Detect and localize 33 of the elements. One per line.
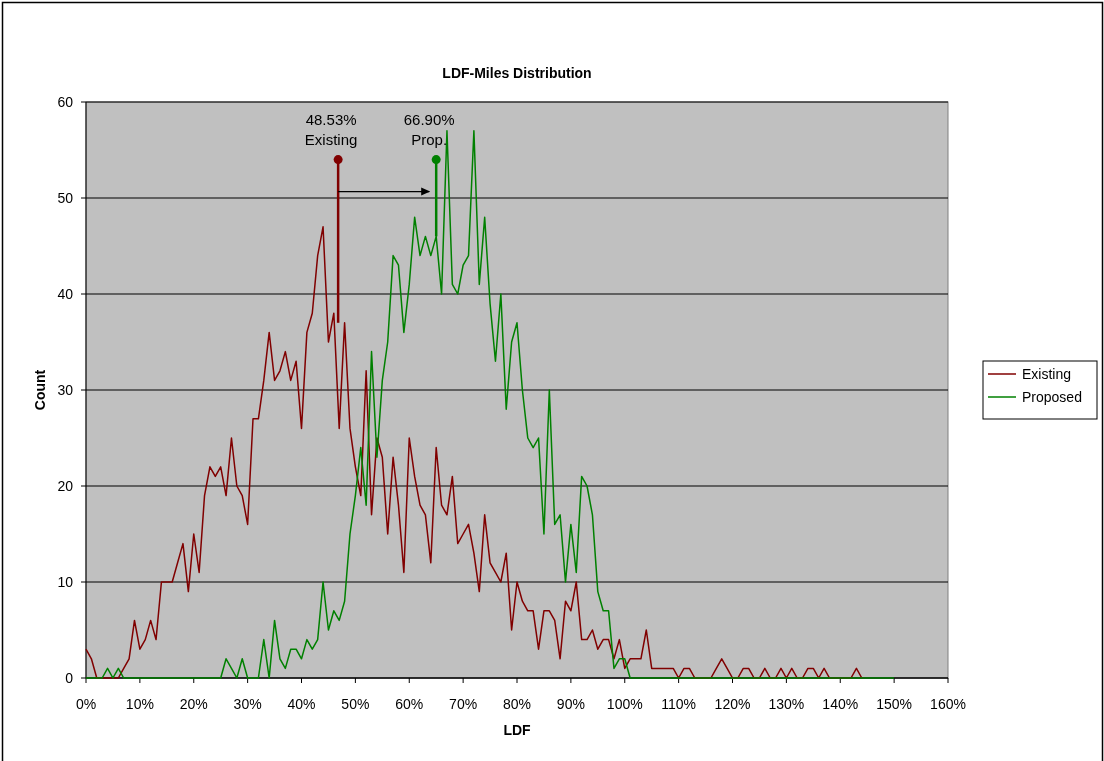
x-tick-label: 30%: [233, 696, 262, 712]
legend-label: Proposed: [1022, 388, 1082, 405]
x-tick-label: 150%: [876, 696, 913, 712]
x-tick-label: 70%: [449, 696, 478, 712]
chart-title: LDF-Miles Distribution: [442, 65, 592, 81]
x-tick-label: 80%: [502, 696, 532, 712]
y-tick-label: 40: [57, 285, 74, 302]
annotation: 66.90% Prop.: [403, 110, 455, 148]
y-tick-label: 0: [65, 669, 74, 686]
annotation: 48.53% Existing: [304, 110, 358, 148]
y-axis-title: Count: [32, 369, 48, 411]
x-tick-label: 50%: [341, 696, 370, 712]
x-tick-label: 0%: [75, 696, 97, 712]
x-tick-label: 160%: [930, 696, 966, 712]
x-tick-label: 110%: [661, 696, 697, 712]
y-tick-label: 30: [57, 381, 74, 398]
x-tick-label: 130%: [768, 696, 805, 712]
x-tick-label: 90%: [556, 696, 585, 712]
line-series: [85, 130, 895, 679]
x-tick-label: 120%: [714, 696, 751, 712]
y-tick-label: 20: [57, 477, 74, 494]
y-tick-label: 50: [57, 189, 74, 206]
x-tick-label: 40%: [287, 696, 316, 712]
y-tick-label: 60: [57, 93, 74, 110]
x-tick-label: 10%: [125, 696, 154, 712]
y-tick-label: 10: [57, 573, 74, 590]
x-tick-label: 140%: [822, 696, 859, 712]
x-tick-label: 100%: [606, 696, 643, 712]
x-axis-title: LDF: [503, 722, 532, 738]
x-tick-label: 60%: [395, 696, 424, 712]
line-series: [85, 226, 863, 679]
legend-label: Existing: [1022, 365, 1072, 382]
x-tick-label: 20%: [179, 696, 208, 712]
